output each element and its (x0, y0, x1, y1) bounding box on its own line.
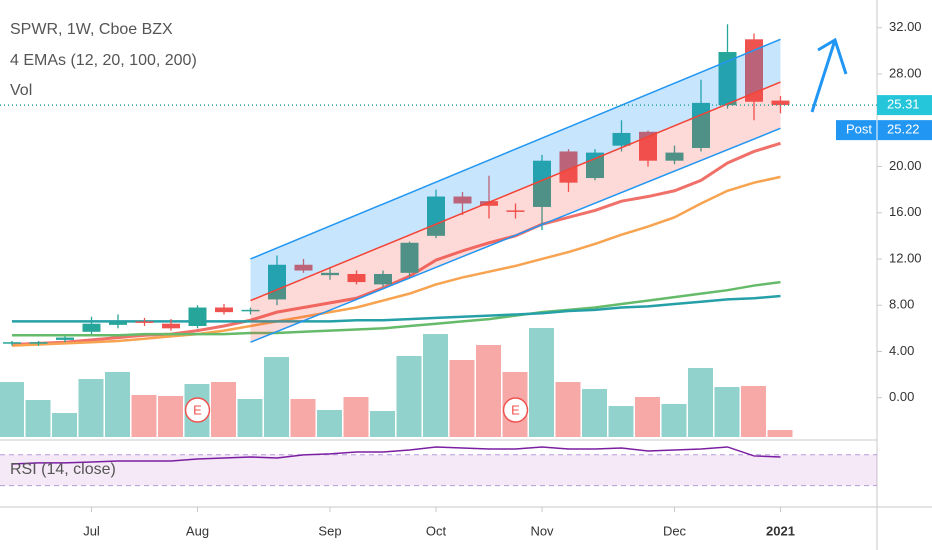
volume-bar (370, 411, 395, 437)
channel-middle (250, 81, 781, 302)
volume-bar (343, 397, 369, 437)
y-tick-label: 32.00 (889, 19, 922, 34)
volume-bar (741, 386, 766, 437)
volume-bar (158, 396, 183, 437)
earnings-marker (502, 397, 529, 423)
channel-upper (250, 38, 781, 260)
candle-body (559, 151, 578, 183)
volume-bar (52, 413, 77, 437)
volume-bar (529, 328, 554, 437)
last-price-box (877, 95, 932, 116)
earnings-marker (184, 397, 211, 423)
volume-bar (105, 372, 130, 437)
candle-body (294, 264, 313, 271)
candle-body (506, 210, 525, 212)
volume-bar (582, 389, 607, 437)
volume-bar (688, 368, 713, 437)
candle-body (56, 337, 74, 340)
line-series (11, 141, 781, 347)
line-series (11, 446, 781, 465)
candle-body (109, 321, 127, 325)
y-tick-label: 20.00 (889, 158, 922, 173)
volume-bar (211, 382, 236, 437)
x-tick-label: Dec (663, 523, 687, 538)
line-series (11, 175, 781, 347)
candle-body (82, 323, 101, 332)
candle-body (3, 342, 21, 344)
legend-vol: Vol (10, 82, 32, 99)
candle-body (347, 273, 366, 283)
candle-body (745, 39, 763, 102)
y-tick-label: 28.00 (889, 65, 922, 80)
candle-body (718, 52, 737, 106)
candle-body (400, 242, 419, 273)
x-tick-label: 2021 (766, 523, 795, 538)
legend-title: SPWR, 1W, Cboe BZX (10, 21, 173, 38)
x-tick-label: Jul (83, 523, 100, 538)
volume-bar (476, 345, 501, 437)
candle-body (29, 342, 48, 344)
post-name: Post (846, 122, 872, 137)
candle-body (692, 102, 710, 148)
volume-bar (264, 357, 289, 437)
volume-bar (237, 399, 263, 437)
candle-body (586, 152, 604, 179)
y-tick-label: 16.00 (889, 204, 922, 219)
x-tick-label: Oct (426, 523, 447, 538)
x-tick-label: Sep (318, 523, 341, 538)
channel-lower (250, 127, 781, 343)
candle-body (215, 307, 233, 313)
volume-bar (0, 382, 24, 437)
volume-bar (767, 430, 793, 437)
volume-bar (396, 356, 422, 437)
volume-bar (290, 399, 316, 437)
volume-bar (449, 360, 475, 437)
y-tick-label: 8.00 (889, 297, 914, 312)
post-label: 25.22 (887, 122, 920, 137)
earnings-label: E (511, 402, 520, 417)
post-box (836, 120, 932, 141)
volume-bar (317, 410, 342, 437)
candle-body (374, 273, 392, 285)
candle-body (480, 201, 498, 206)
channel-lower-fill (250, 82, 781, 343)
volume-bar (661, 404, 687, 437)
arrow-drawing (810, 37, 848, 113)
candle-body (612, 132, 631, 146)
candle-body (321, 272, 339, 276)
rsi-band (0, 454, 877, 486)
candle-body (135, 321, 154, 323)
candle-body (453, 196, 472, 204)
y-tick-label: 0.00 (889, 389, 914, 404)
x-tick-label: Nov (530, 523, 554, 538)
volume-bar (555, 382, 581, 437)
candle-body (241, 309, 260, 312)
volume-bar (78, 379, 104, 437)
candle-body (162, 323, 180, 329)
x-tick-label: Aug (186, 523, 209, 538)
line-series (12, 280, 781, 337)
volume-bar (714, 387, 740, 437)
y-tick-label: 4.00 (889, 343, 914, 358)
volume-bar (423, 334, 448, 437)
candle-body (188, 307, 207, 327)
rsi-label: RSI (14, close) (10, 461, 116, 478)
volume-bar (131, 395, 157, 437)
volume-bar (608, 406, 634, 437)
last-price-label: 25.31 (887, 97, 920, 112)
volume-bar (635, 397, 660, 437)
candle-body (533, 160, 551, 207)
volume-bar (25, 400, 51, 437)
earnings-label: E (193, 402, 202, 417)
candle-body (665, 152, 684, 161)
legend-ema: 4 EMAs (12, 20, 100, 200) (10, 52, 197, 69)
candle-body (771, 100, 790, 106)
y-tick-label: 12.00 (889, 250, 922, 265)
